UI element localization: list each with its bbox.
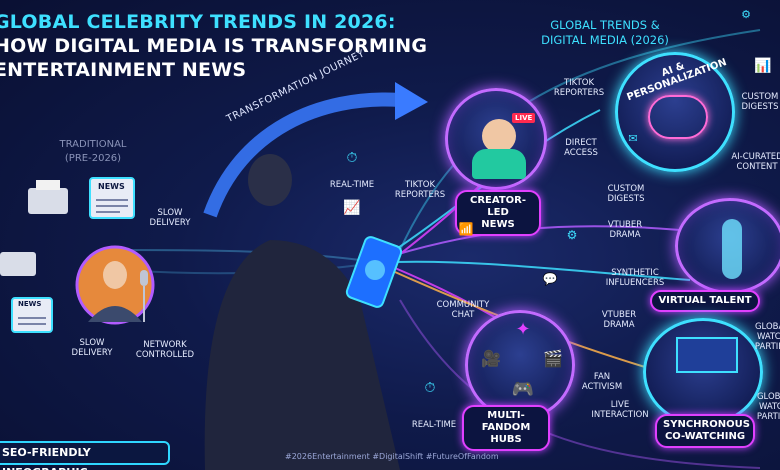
right-title-line-1: GLOBAL TRENDS & <box>550 18 660 32</box>
virtual-talent-label: VIRTUAL TALENT <box>650 290 760 312</box>
community-chat-label: COMMUNITY CHAT <box>436 300 490 320</box>
fax-machine-icon <box>28 180 68 214</box>
slow-delivery-label: SLOW DELIVERY <box>149 208 191 228</box>
traditional-line-1: TRADITIONAL <box>59 139 127 150</box>
chat-icon: 💬 <box>542 272 558 286</box>
bar-chart-icon: 📊 <box>754 58 772 74</box>
creator-led-news-label: CREATOR-LED NEWS <box>455 190 541 236</box>
multi-fandom-hubs-node: ✦ 🎥 🎬 🎮 <box>465 310 575 420</box>
real-time-label: REAL-TIME <box>329 180 375 190</box>
global-watch-parties-label: GLOBAL WATCH PARTIES <box>756 392 780 422</box>
ai-personalization-node <box>615 52 735 172</box>
co-watching-label: SYNCHRONOUS CO-WATCHING <box>655 414 755 448</box>
title-line-2: HOW DIGITAL MEDIA IS TRANSFORMING <box>0 35 428 57</box>
slow-delivery-label: SLOW DELIVERY <box>71 338 113 358</box>
virtual-talent-node <box>675 198 780 294</box>
person-head <box>248 154 292 206</box>
gamepad-icon: 🎮 <box>511 379 535 400</box>
mail-icon: ✉ <box>628 132 638 145</box>
creator-avatar <box>482 119 516 153</box>
live-badge: LIVE <box>512 113 536 123</box>
clock-icon: ⏱ <box>346 150 358 166</box>
newspaper-icon <box>11 297 53 333</box>
flow-line <box>394 260 691 281</box>
global-watch-parties-label: GLOBAL WATCH PARTIES <box>754 322 780 352</box>
multi-fandom-hubs-label: MULTI-FANDOM HUBS <box>462 405 550 451</box>
lightstick-icon: ✦ <box>515 319 531 340</box>
newspaper-icon <box>89 177 135 219</box>
trend-chart-icon: 📈 <box>343 200 361 216</box>
tiktok-reporters-label: TIKTOK REPORTERS <box>553 78 605 98</box>
vtuber-drama-label: VTUBER DRAMA <box>601 310 637 330</box>
news-label: NEWS <box>18 300 42 308</box>
brain-icon <box>648 95 708 139</box>
network-controlled-label: NETWORK CONTROLLED <box>135 340 195 360</box>
camera-icon: 🎥 <box>481 349 501 368</box>
traditional-heading: TRADITIONAL (PRE-2026) <box>48 138 138 166</box>
hashtags: #2026Entertainment #DigitalShift #Future… <box>285 452 499 461</box>
seo-infographic-badge: SEO-FRIENDLY INFOGRAPHIC <box>0 441 170 470</box>
printer-icon <box>0 252 36 276</box>
flow-line <box>119 249 361 261</box>
creator-led-news-node: LIVE <box>445 88 547 190</box>
right-section-title: GLOBAL TRENDS & DIGITAL MEDIA (2026) <box>520 18 690 48</box>
vtuber-drama-label: VTUBER DRAMA <box>607 220 643 240</box>
journey-arrow <box>203 92 401 218</box>
real-time-label: REAL-TIME <box>411 420 457 430</box>
title-line-1: GLOBAL CELEBRITY TRENDS IN 2026: <box>0 11 396 33</box>
direct-access-label: DIRECT ACCESS <box>564 138 598 158</box>
vtuber-figure <box>722 219 742 279</box>
live-interaction-label: LIVE INTERACTION <box>591 400 649 420</box>
fan-activism-label: FAN ACTIVISM <box>581 372 623 392</box>
clapperboard-icon: 🎬 <box>543 349 563 368</box>
right-title-line-2: DIGITAL MEDIA (2026) <box>541 33 669 47</box>
page-title: GLOBAL CELEBRITY TRENDS IN 2026: HOW DIG… <box>0 10 464 82</box>
tiktok-reporters-label: TIKTOK REPORTERS <box>394 180 446 200</box>
screen-icon <box>676 337 738 373</box>
gear-icon: ⚙ <box>741 8 751 21</box>
custom-digests-label: CUSTOM DIGESTS <box>741 92 779 112</box>
traditional-line-2: (PRE-2026) <box>64 153 122 164</box>
gear-icon: ⚙ <box>566 228 578 242</box>
news-label: NEWS <box>98 182 125 191</box>
microphone-icon <box>140 270 148 286</box>
journey-arrow-head <box>395 82 428 120</box>
synthetic-influencers-label: SYNTHETIC INFLUENCERS <box>605 268 665 288</box>
wifi-icon: 📶 <box>458 222 474 236</box>
custom-digests-label: CUSTOM DIGESTS <box>607 184 645 204</box>
title-line-3: ENTERTAINMENT NEWS <box>0 59 247 81</box>
ai-curated-content-label: AI-CURATED CONTENT <box>731 152 780 172</box>
creator-shirt <box>472 149 526 179</box>
clock-icon: ⏱ <box>424 380 436 396</box>
co-watching-node <box>643 318 763 426</box>
